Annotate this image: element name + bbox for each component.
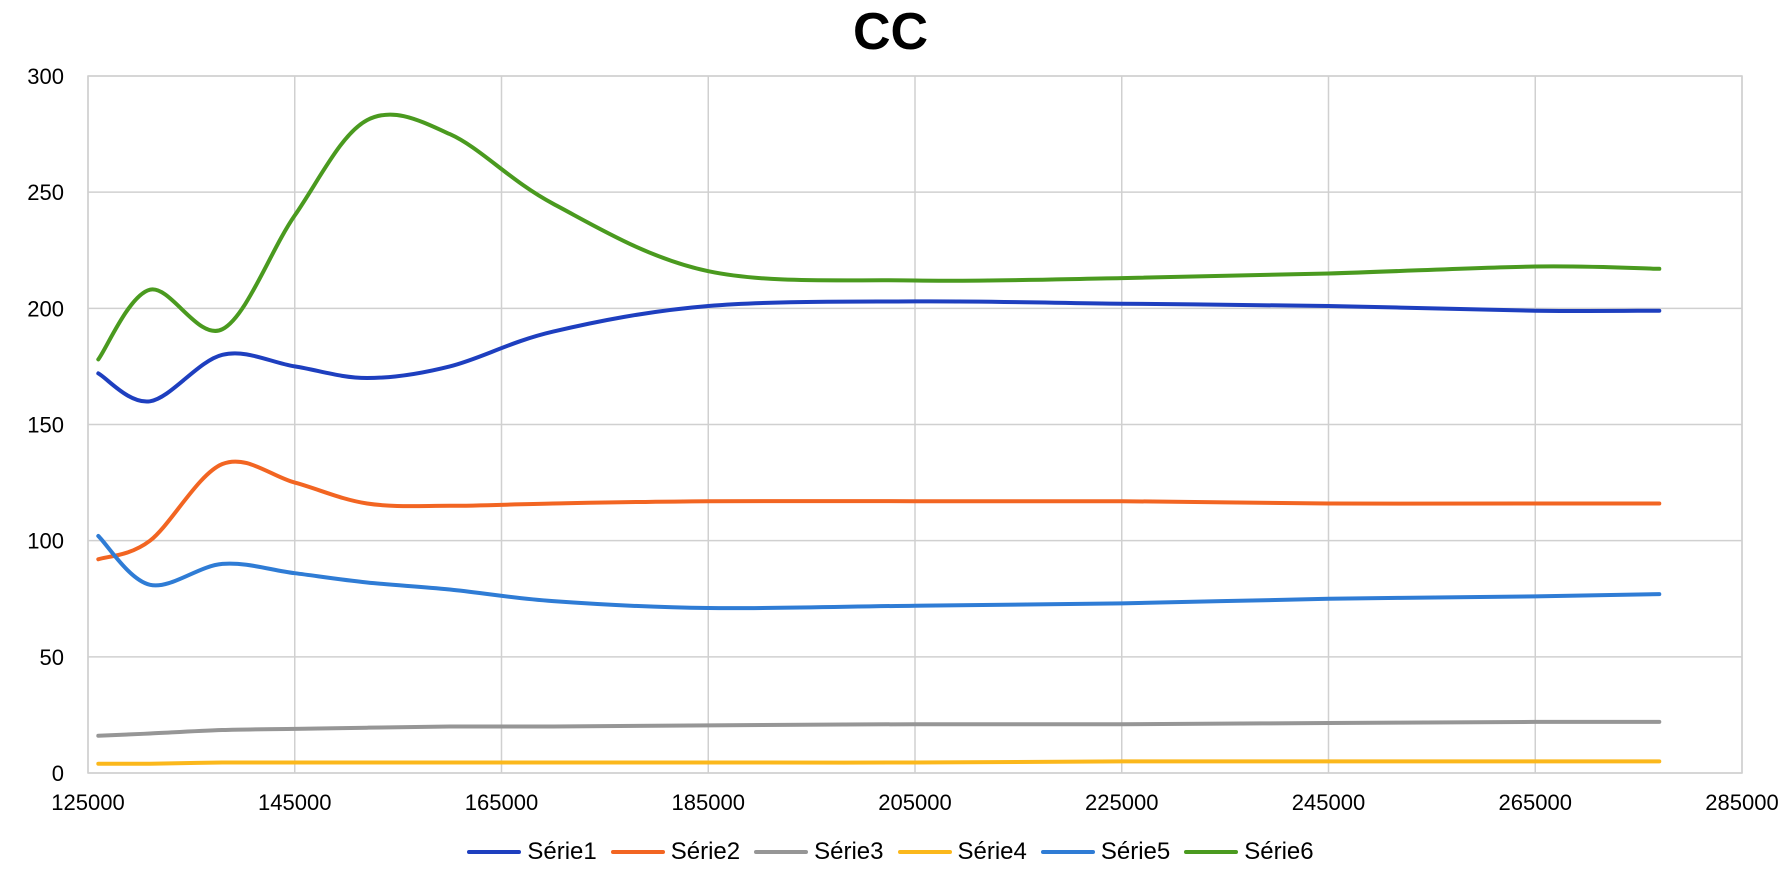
legend-item: Série5 — [1040, 838, 1171, 866]
y-tick-label: 200 — [27, 296, 64, 321]
legend-swatch — [1184, 850, 1239, 854]
series-line-srie3 — [96, 719, 1662, 738]
legend-label: Série1 — [527, 838, 597, 865]
y-tick-label: 300 — [27, 64, 64, 89]
y-tick-label: 50 — [40, 645, 64, 670]
x-tick-label: 145000 — [258, 790, 331, 815]
x-tick-label: 165000 — [465, 790, 538, 815]
legend-item: Série4 — [897, 838, 1027, 866]
x-tick-label: 265000 — [1499, 790, 1572, 815]
legend-swatch — [1040, 850, 1095, 854]
legend-swatch — [897, 850, 952, 854]
legend-item: Série2 — [610, 838, 741, 866]
series-line-srie1 — [96, 299, 1662, 404]
chart-legend: Série1 Série2 Série3 Série4 Série5 Série6 — [0, 838, 1781, 866]
x-tick-label: 245000 — [1292, 790, 1365, 815]
y-tick-label: 100 — [27, 529, 64, 554]
y-tick-label: 0 — [52, 761, 64, 786]
x-tick-label: 205000 — [878, 790, 951, 815]
legend-item: Série3 — [754, 838, 884, 866]
legend-swatch — [754, 850, 809, 854]
chart-title: CC — [852, 3, 929, 61]
legend-label: Série5 — [1100, 838, 1171, 865]
series-line-srie4 — [96, 759, 1662, 766]
series-line-srie2 — [96, 459, 1662, 562]
legend-label: Série2 — [670, 838, 741, 865]
legend-label: Série6 — [1244, 838, 1314, 865]
series-line-srie5 — [96, 534, 1662, 611]
series-line-srie6 — [96, 112, 1662, 362]
y-tick-label: 250 — [27, 180, 64, 205]
legend-label: Série3 — [814, 838, 884, 865]
legend-swatch — [467, 850, 522, 854]
legend-label: Série4 — [957, 838, 1027, 865]
legend-swatch — [610, 850, 665, 854]
x-tick-label: 185000 — [672, 790, 745, 815]
x-tick-label: 285000 — [1705, 790, 1778, 815]
legend-item: Série6 — [1184, 838, 1314, 866]
x-tick-label: 225000 — [1085, 790, 1158, 815]
x-tick-label: 125000 — [51, 790, 124, 815]
y-tick-label: 150 — [27, 413, 64, 438]
legend-item: Série1 — [467, 838, 597, 866]
